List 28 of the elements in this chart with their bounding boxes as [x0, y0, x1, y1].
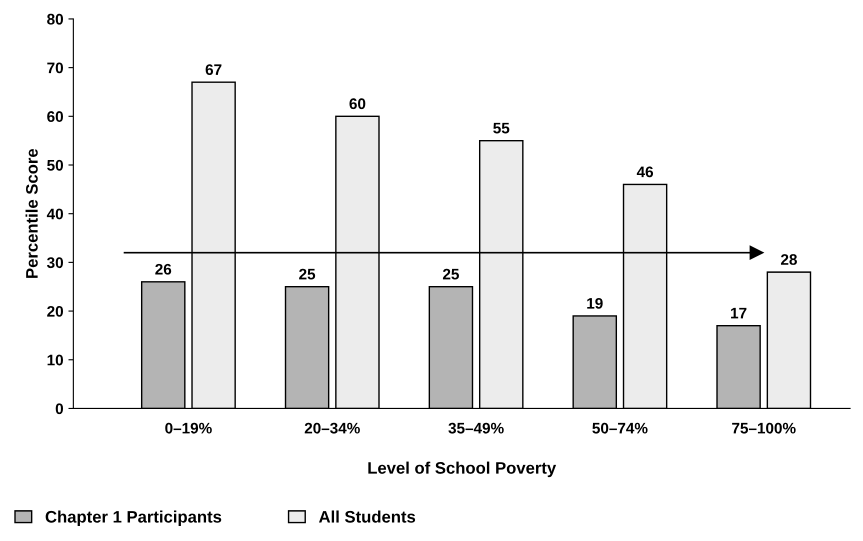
x-axis-title: Level of School Poverty [368, 462, 556, 478]
y-tick-label: 20 [47, 306, 64, 317]
y-tick-label: 80 [47, 14, 64, 25]
x-tick-label: 35–49% [448, 422, 504, 434]
data-label: 17 [731, 308, 746, 318]
data-label: 55 [493, 122, 510, 134]
data-label: 26 [155, 264, 172, 275]
y-tick-label: 60 [47, 111, 64, 122]
x-tick-label: 20–34% [304, 422, 360, 434]
x-tick-label: 75–100% [732, 422, 796, 434]
y-tick-label: 30 [46, 257, 64, 268]
y-tick-label: 10 [48, 354, 64, 366]
y-tick-label: 0 [56, 403, 64, 414]
y-tick-label: 40 [46, 208, 64, 220]
data-label: 19 [587, 298, 603, 309]
x-tick-label: 50–74% [592, 422, 648, 434]
data-label: 60 [349, 98, 366, 110]
legend-label: Chapter 1 Participants [46, 510, 222, 526]
legend-label: All Students [318, 510, 416, 523]
data-label: 46 [636, 166, 654, 178]
y-tick-label: 50 [47, 160, 64, 171]
data-label: 25 [299, 268, 316, 280]
data-label: 28 [780, 254, 797, 265]
x-tick-label: 0–19% [165, 422, 212, 434]
data-label: 25 [442, 268, 459, 280]
y-axis-title: Percentile Score [26, 148, 38, 278]
data-label: 67 [206, 64, 222, 76]
y-tick-label: 70 [47, 62, 64, 74]
